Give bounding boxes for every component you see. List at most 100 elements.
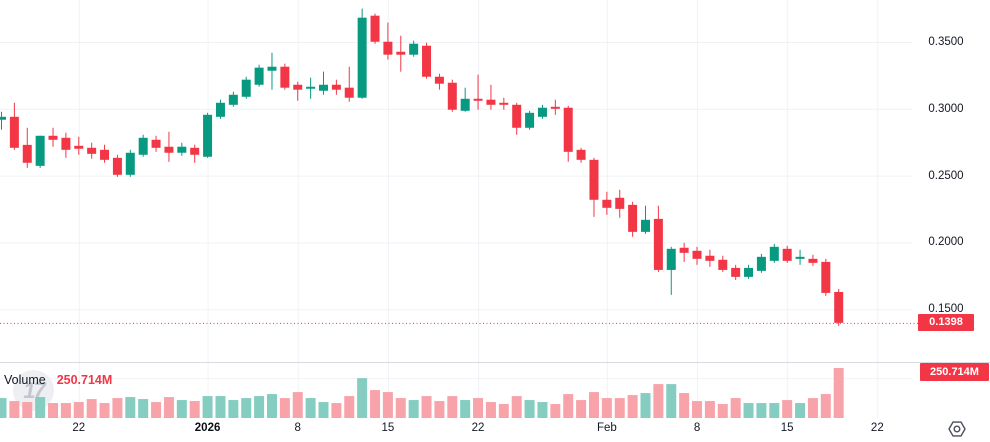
candle-body (628, 204, 638, 232)
volume-bar (717, 404, 728, 418)
volume-bar (537, 402, 548, 418)
candle-body (228, 94, 238, 105)
volume-bar (408, 400, 419, 418)
volume-bar (460, 400, 471, 418)
candle-body (512, 104, 522, 128)
candle-body (203, 114, 213, 157)
volume-bar (86, 399, 97, 418)
candle-body (615, 197, 625, 209)
candle-body (344, 87, 354, 98)
volume-bar (524, 400, 535, 418)
candle-body (293, 84, 303, 90)
volume-bar (138, 399, 149, 418)
candle-body (473, 98, 483, 101)
volume-bar (756, 403, 767, 418)
volume-bar (357, 378, 368, 418)
volume-bar (782, 400, 793, 418)
volume-bar (421, 396, 432, 418)
volume-legend: Volume 250.714M (4, 372, 112, 388)
candle-body (22, 144, 32, 163)
volume-bar (692, 401, 703, 418)
volume-legend-value: 250.714M (56, 373, 113, 387)
volume-bar (331, 403, 342, 418)
candle-body (319, 84, 328, 91)
gear-glyph (948, 421, 966, 437)
volume-bar (318, 402, 329, 418)
candle-body (705, 255, 715, 261)
volume-bar (189, 401, 200, 418)
volume-bar (679, 393, 690, 418)
candle-body (589, 159, 599, 200)
candle-body (357, 17, 367, 98)
volume-bar (305, 398, 316, 418)
time-tick-label: 8 (294, 422, 301, 434)
volume-bar (640, 393, 651, 418)
candle-body (434, 76, 444, 84)
time-tick-label: 22 (870, 422, 884, 434)
volume-bar (73, 402, 84, 418)
volume-bar (344, 396, 355, 418)
candle-body (87, 147, 97, 154)
candle-body (679, 247, 689, 253)
price-tick-label: 0.1500 (928, 303, 964, 316)
volume-bar (35, 397, 46, 418)
price-tick-label: 0.3000 (928, 102, 964, 115)
candle-body (460, 98, 470, 111)
candle-body (370, 15, 380, 42)
volume-bar (370, 390, 381, 418)
candle-body (306, 86, 316, 89)
time-tick-label: 15 (780, 422, 794, 434)
volume-bar (704, 401, 715, 418)
price-tick-label: 0.2000 (928, 236, 964, 249)
volume-bar (769, 403, 780, 418)
volume-bar (202, 396, 213, 418)
volume-bar (279, 398, 290, 418)
candle-body (718, 259, 728, 270)
candle-body (550, 106, 560, 109)
pane-settings-gear-icon[interactable] (946, 419, 968, 439)
volume-bar (99, 403, 110, 418)
time-tick-label: 8 (693, 422, 701, 434)
volume-bar (563, 394, 574, 418)
candle-body (576, 149, 586, 160)
volume-bar (627, 395, 638, 418)
volume-bar (653, 384, 664, 418)
candle-body (641, 219, 650, 232)
time-tick-label: 22 (471, 422, 485, 434)
candle-body (769, 246, 779, 261)
candle-body (331, 84, 341, 90)
volume-bar (833, 368, 844, 418)
volume-bar (215, 396, 226, 418)
volume-bar (22, 402, 33, 418)
last-price-badge: 0.1398 (918, 314, 974, 331)
volume-bar (0, 398, 7, 418)
candle-body (756, 256, 766, 271)
volume-bar (666, 384, 677, 418)
candle-body (653, 218, 663, 270)
volume-bar (820, 394, 831, 418)
candle-body (0, 116, 6, 120)
time-tick-label: Feb (596, 422, 617, 434)
volume-bar (576, 400, 587, 418)
volume-bar (112, 398, 123, 418)
candle-body (35, 135, 45, 166)
price-axis[interactable]: 0.1398 250.714M 0.3500 0.3000 0.2500 0.2000… (912, 0, 990, 418)
volume-bar (292, 392, 303, 418)
candle-body (808, 258, 818, 263)
volume-bar (485, 402, 496, 418)
candle-body (744, 267, 754, 277)
time-tick-label: 22 (72, 422, 86, 434)
candle-body (782, 248, 792, 261)
candle-body (396, 51, 406, 55)
volume-bar (9, 401, 20, 418)
candle-body (409, 43, 419, 55)
candle-body (151, 139, 161, 148)
volume-bar (498, 404, 509, 418)
candle-body (254, 67, 264, 85)
time-tick-label: 2026 (194, 422, 221, 434)
volume-bar (395, 398, 406, 418)
candle-body (795, 256, 805, 259)
volume-legend-label: Volume (4, 373, 46, 387)
time-axis[interactable]: 22 2026 8 15 22 Feb 8 15 22 (0, 418, 990, 442)
